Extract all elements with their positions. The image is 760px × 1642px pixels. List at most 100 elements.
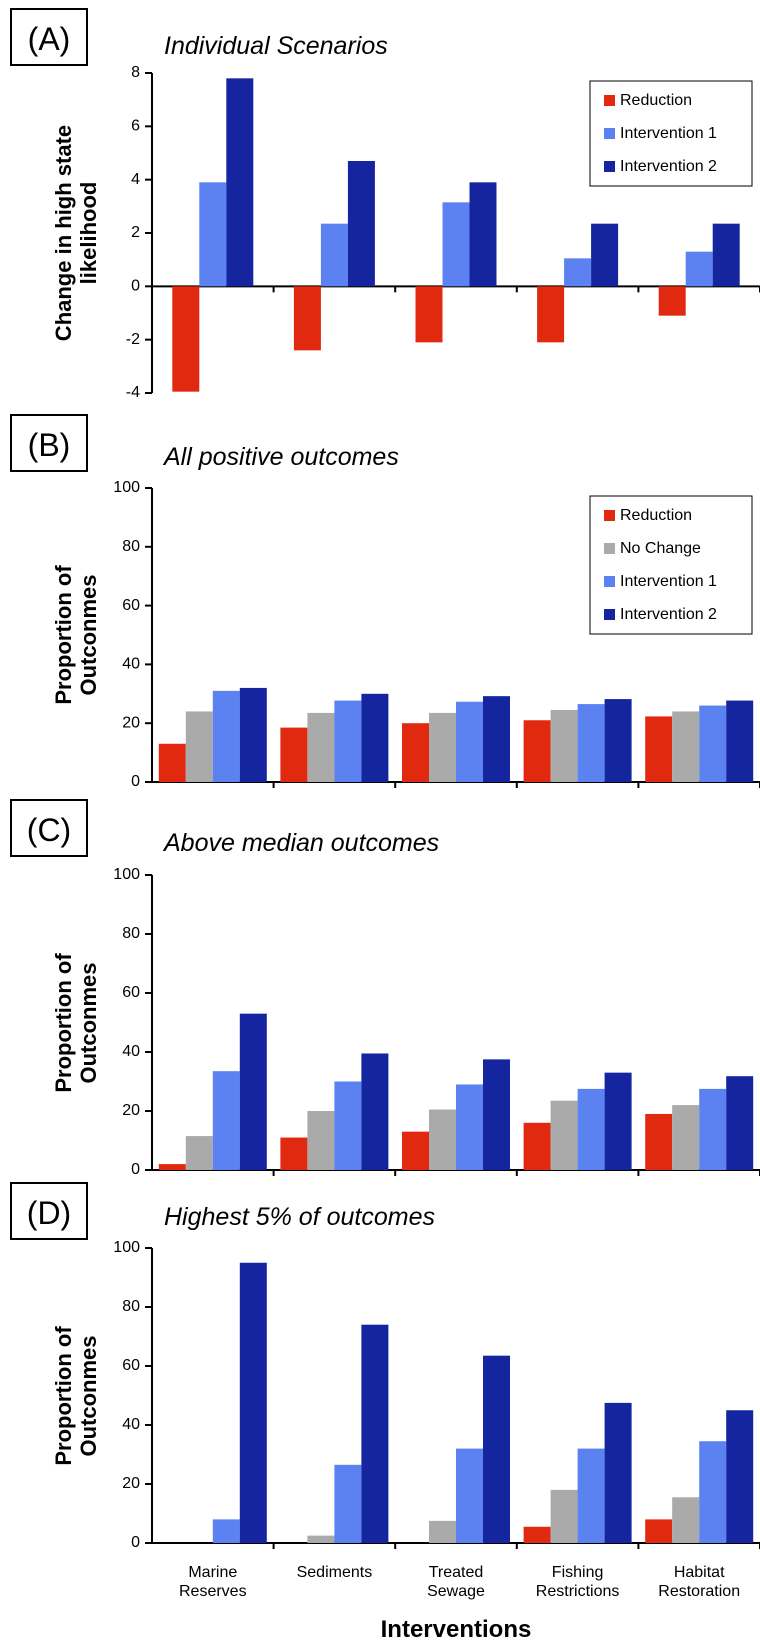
bar	[226, 78, 254, 287]
x-tick-label: Treated Sewage	[427, 1564, 485, 1600]
y-tick-label: 0	[131, 773, 140, 790]
y-tick-label: 100	[113, 479, 140, 496]
x-tick-label: Sediments	[296, 1564, 373, 1581]
bar	[564, 258, 592, 287]
y-tick-label: 6	[131, 118, 140, 135]
bar	[550, 1489, 578, 1543]
bar	[658, 286, 686, 316]
bar	[726, 1410, 754, 1543]
bar	[280, 1137, 308, 1170]
bar	[577, 1448, 605, 1543]
bar	[550, 1100, 578, 1170]
bar	[307, 1111, 335, 1170]
bar	[239, 1013, 267, 1170]
y-tick-label: -2	[126, 331, 140, 348]
bar	[550, 709, 578, 782]
legend-swatch	[604, 576, 615, 587]
bar	[672, 1497, 700, 1543]
bar	[699, 1088, 727, 1170]
legend-label: Intervention 2	[620, 158, 717, 175]
bar	[239, 687, 267, 782]
y-tick-label: 60	[122, 597, 140, 614]
y-tick-label: -4	[126, 384, 140, 401]
bar	[699, 1441, 727, 1543]
y-tick-label: 2	[131, 224, 140, 241]
y-axis-label: Proportion of Outconmes	[51, 565, 101, 705]
panel-label: (B)	[10, 414, 88, 472]
bar	[456, 1084, 483, 1170]
bar	[307, 1535, 335, 1543]
y-tick-label: 40	[122, 656, 140, 673]
bar	[577, 704, 605, 782]
legend-swatch	[604, 95, 615, 106]
bar	[523, 1526, 551, 1543]
bar	[712, 223, 740, 287]
y-tick-label: 80	[122, 1298, 140, 1315]
legend-label: No Change	[620, 540, 701, 557]
bar	[347, 161, 375, 287]
chart-title: Individual Scenarios	[164, 32, 388, 60]
bar	[158, 743, 186, 782]
bar	[577, 1088, 605, 1170]
bar	[334, 700, 362, 782]
y-tick-label: 80	[122, 925, 140, 942]
y-tick-label: 20	[122, 1475, 140, 1492]
legend-label: Intervention 1	[620, 125, 717, 142]
bar	[334, 1081, 362, 1170]
bar	[429, 712, 456, 782]
chart-title: Above median outcomes	[164, 829, 440, 857]
chart-title: Highest 5% of outcomes	[164, 1203, 435, 1231]
bar	[361, 1324, 389, 1543]
y-tick-label: 60	[122, 984, 140, 1001]
y-axis-label: Proportion of Outconmes	[51, 952, 101, 1093]
y-tick-label: 0	[131, 1161, 140, 1178]
legend-box	[589, 80, 753, 187]
y-tick-label: 0	[131, 278, 140, 295]
x-tick-label: Habitat Restoration	[658, 1564, 741, 1600]
bar	[604, 699, 632, 782]
legend-box	[589, 495, 753, 635]
y-tick-label: 40	[122, 1416, 140, 1433]
y-axis-label: Proportion of Outconmes	[51, 1325, 101, 1466]
legend-label: Intervention 2	[620, 606, 717, 623]
bar	[645, 1113, 673, 1170]
y-tick-label: 100	[113, 866, 140, 883]
bar	[483, 1355, 510, 1543]
bar	[185, 711, 213, 782]
bar	[604, 1072, 632, 1170]
y-tick-label: 20	[122, 1102, 140, 1119]
y-axis-label: Change in high state likelihood	[51, 124, 101, 342]
bar	[361, 693, 389, 782]
bar	[685, 251, 713, 287]
bar	[645, 1519, 673, 1543]
legend-label: Reduction	[620, 92, 692, 109]
bar	[172, 286, 200, 392]
panel-label: (A)	[10, 8, 88, 66]
y-tick-label: 60	[122, 1357, 140, 1374]
legend-swatch	[604, 161, 615, 172]
x-axis-label: Interventions	[380, 1616, 532, 1642]
bar	[699, 705, 727, 782]
bar	[402, 723, 429, 782]
bar	[645, 716, 673, 782]
y-tick-label: 40	[122, 1043, 140, 1060]
legend-label: Intervention 1	[620, 573, 717, 590]
bar	[523, 720, 551, 782]
bar	[523, 1122, 551, 1170]
panel-label: (C)	[10, 799, 88, 857]
bar	[537, 286, 565, 343]
y-tick-label: 80	[122, 538, 140, 555]
y-tick-label: 4	[131, 171, 140, 188]
bar	[320, 223, 348, 287]
bar	[591, 223, 619, 287]
panel-label: (D)	[10, 1182, 88, 1240]
bar	[280, 727, 308, 782]
bar	[402, 1131, 429, 1170]
legend-label: Reduction	[620, 507, 692, 524]
x-tick-label: Fishing Restrictions	[535, 1564, 620, 1600]
bar	[483, 696, 510, 782]
bar	[483, 1059, 510, 1170]
bar	[199, 182, 227, 287]
